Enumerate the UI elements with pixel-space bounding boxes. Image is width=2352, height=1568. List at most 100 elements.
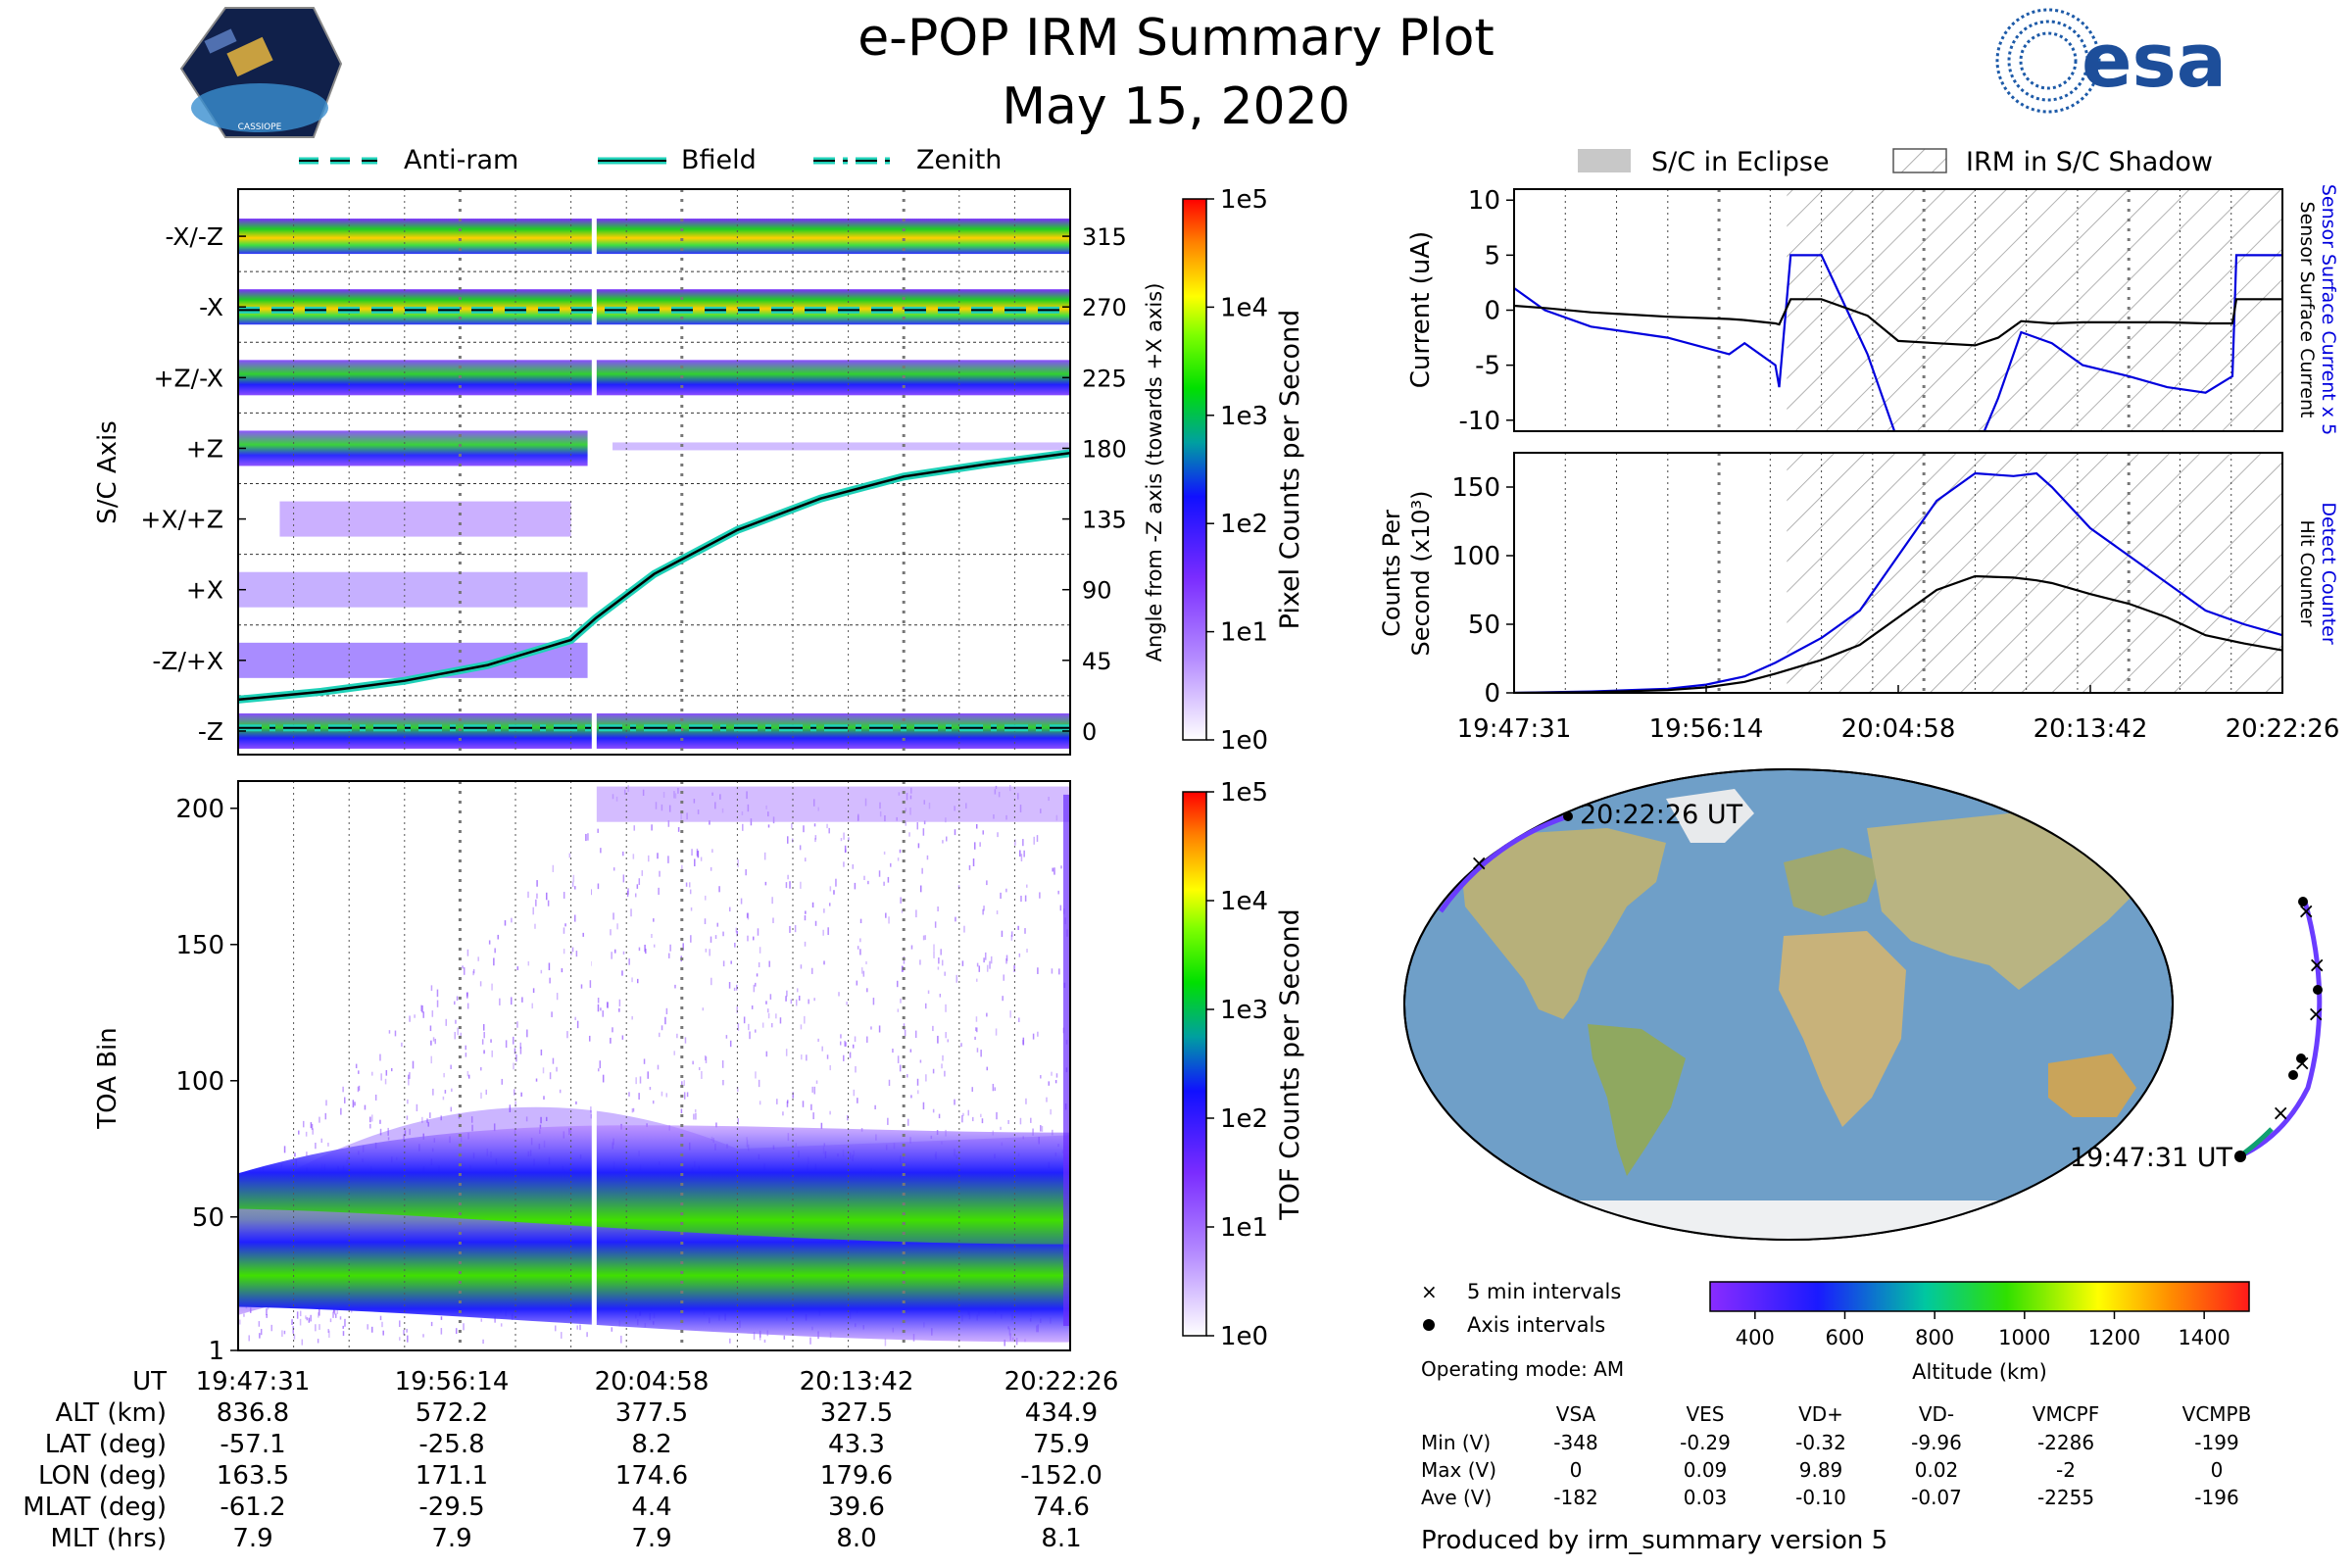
toa-speckle — [600, 1007, 602, 1011]
toa-speckle — [576, 1020, 579, 1029]
toa-speckle — [482, 1024, 485, 1031]
toa-speckle — [734, 942, 736, 948]
toa-speckle — [779, 1017, 782, 1024]
toa-speckle — [716, 922, 719, 927]
toa-speckle — [755, 982, 757, 987]
toa-speckle — [927, 990, 930, 995]
toa-speckle — [986, 1012, 988, 1017]
toa-speckle — [525, 1116, 528, 1122]
toa-speckle — [1020, 854, 1023, 862]
toa-speckle — [714, 935, 717, 939]
ephemeris-cell: 4.4 — [631, 1493, 671, 1522]
toa-speckle — [335, 1313, 337, 1318]
toa-speckle — [1019, 850, 1021, 858]
toa-speckle — [477, 956, 479, 961]
toa-speckle — [611, 952, 612, 959]
colorbar-tick-label: 1e4 — [1220, 293, 1268, 322]
toa-speckle — [399, 1320, 401, 1327]
toa-speckle — [509, 1104, 512, 1112]
toa-speckle — [579, 1324, 581, 1331]
toa-speckle — [789, 881, 791, 889]
toa-speckle — [302, 1120, 305, 1128]
angle-stripe — [238, 360, 1070, 396]
toa-speckle — [1026, 949, 1028, 953]
angle-lines — [237, 306, 1071, 732]
toa-speckle — [612, 1027, 613, 1033]
toa-speckle — [454, 1031, 456, 1040]
toa-speckle — [357, 1086, 360, 1093]
toa-speckle — [462, 965, 464, 969]
toa-speckle — [394, 1030, 397, 1037]
toa-speckle — [811, 902, 814, 908]
toa-speckle — [665, 1007, 668, 1015]
toa-speckle — [702, 1007, 705, 1011]
current-right-label-black: Sensor Surface Current — [2296, 202, 2318, 418]
toa-speckle — [685, 882, 688, 887]
ephemeris-cell: 20:04:58 — [595, 1367, 710, 1396]
toa-speckle — [296, 1311, 299, 1319]
toa-speckle — [884, 1338, 887, 1347]
toa-speckle — [600, 848, 602, 854]
toa-speckle — [292, 1326, 294, 1334]
toa-speckle — [403, 1134, 405, 1142]
toa-speckle — [890, 862, 892, 867]
toa-speckle — [722, 931, 724, 937]
toa-speckle — [653, 944, 656, 948]
toa-speckle — [545, 1116, 548, 1122]
toa-speckle — [828, 827, 830, 834]
toa-speckle — [823, 960, 825, 965]
toa-speckle — [786, 1101, 789, 1107]
toa-speckle — [318, 1312, 319, 1318]
toa-speckle — [1003, 974, 1004, 981]
toa-speckle — [465, 1053, 467, 1057]
toa-speckle — [610, 1037, 612, 1044]
toa-speckle — [648, 855, 650, 862]
toa-speckle — [572, 874, 575, 882]
toa-speckle — [504, 920, 507, 926]
toa-speckle — [499, 998, 501, 1005]
toa-speckle — [1039, 892, 1041, 899]
toa-speckle — [863, 875, 865, 880]
toa-speckle — [342, 1331, 345, 1337]
toa-speckle — [491, 983, 493, 991]
toa-speckle — [536, 893, 538, 899]
toa-speckle — [736, 1086, 739, 1093]
toa-speckle — [906, 1118, 909, 1126]
sc-axis-row-label: -Z — [198, 717, 223, 746]
toa-speckle — [859, 949, 861, 956]
toa-speckle — [308, 1317, 311, 1323]
angle-axis-label: Angle from -Z axis (towards +X axis) — [1143, 283, 1166, 662]
five-min-marker: × — [2272, 1102, 2289, 1126]
toa-speckle — [332, 1309, 335, 1313]
toa-speckle — [667, 819, 670, 827]
toa-speckle — [379, 1128, 382, 1136]
toa-speckle — [310, 1122, 313, 1129]
toa-speckle — [690, 935, 692, 943]
toa-speckle — [933, 944, 935, 952]
toa-speckle — [866, 988, 868, 993]
toa-speckle — [501, 1078, 504, 1085]
legend-antiram: Anti-ram — [404, 145, 518, 175]
toa-speckle — [421, 1004, 423, 1013]
toa-speckle — [939, 994, 942, 998]
toa-speckle — [800, 1024, 803, 1030]
toa-speckle — [644, 944, 646, 953]
toa-speckle — [681, 1081, 683, 1087]
toa-speckle — [823, 908, 825, 913]
toa-speckle — [590, 1106, 592, 1113]
toa-speckle — [937, 1035, 939, 1044]
current-legend: S/C in Eclipse IRM in S/C Shadow — [1578, 147, 2213, 177]
toa-speckle — [616, 923, 618, 930]
toa-speckle — [722, 960, 725, 967]
toa-speckle — [602, 1010, 604, 1017]
toa-speckle — [621, 970, 623, 976]
toa-speckle — [972, 1116, 974, 1122]
toa-speckle — [983, 957, 985, 963]
toa-speckle — [382, 1330, 384, 1336]
y-tick-label: 5 — [1484, 241, 1500, 270]
toa-speckle — [580, 984, 583, 989]
toa-speckle — [610, 929, 612, 936]
toa-speckle — [352, 1100, 355, 1108]
ephemeris-cell: 75.9 — [1033, 1430, 1090, 1459]
toa-speckle — [753, 984, 756, 993]
